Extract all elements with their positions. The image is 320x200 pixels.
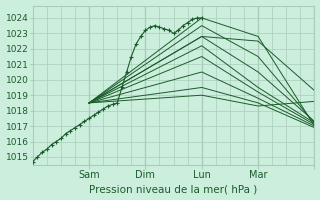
X-axis label: Pression niveau de la mer( hPa ): Pression niveau de la mer( hPa ) — [90, 184, 258, 194]
